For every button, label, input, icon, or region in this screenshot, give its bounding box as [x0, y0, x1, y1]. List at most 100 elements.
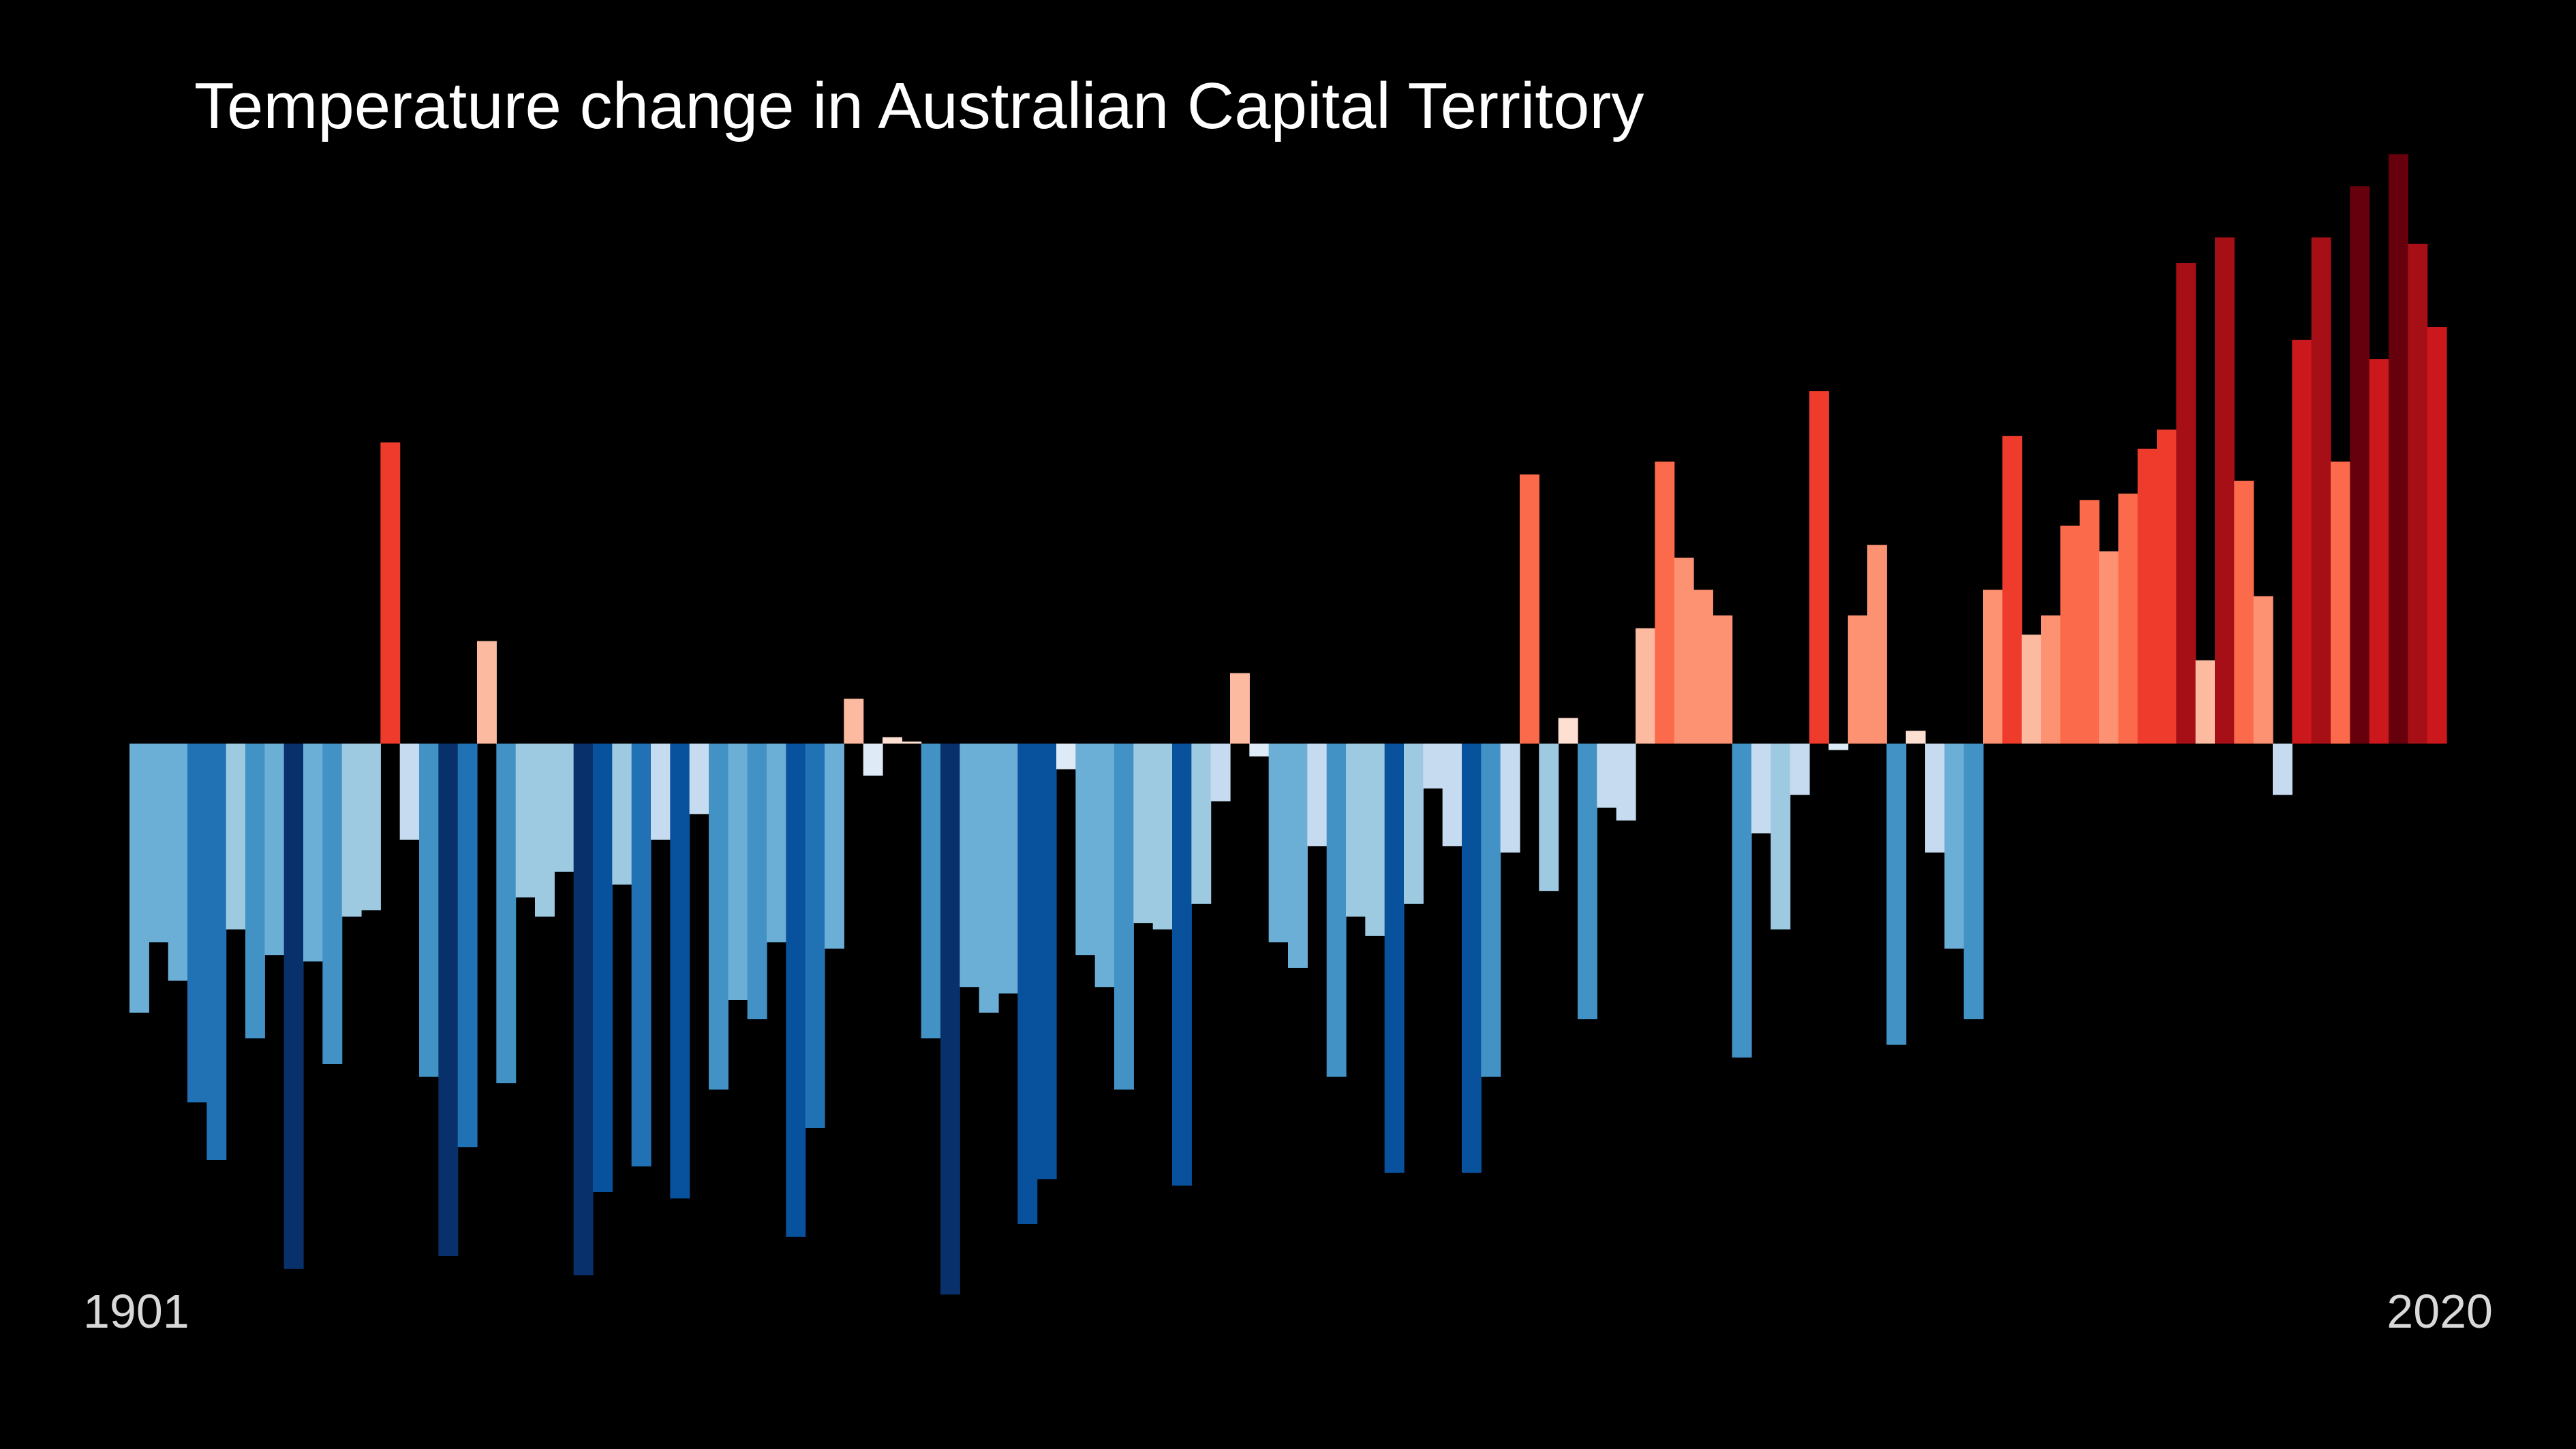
bar-1984 — [1732, 744, 1752, 1058]
bar-1934 — [767, 744, 786, 943]
bar-1989 — [1828, 744, 1849, 750]
bar-1971 — [1481, 744, 1501, 1077]
bar-2020 — [2427, 327, 2447, 744]
bar-2002 — [2079, 500, 2100, 744]
bar-1918 — [457, 744, 478, 1148]
bar-1987 — [1790, 744, 1810, 795]
bar-1972 — [1500, 744, 1520, 853]
x-start-label: 1901 — [83, 1285, 189, 1338]
bar-2006 — [2157, 429, 2177, 744]
bar-1907 — [245, 744, 265, 1039]
bar-1985 — [1751, 744, 1771, 834]
bar-1960 — [1268, 744, 1289, 943]
bar-1932 — [728, 744, 748, 1000]
bar-1926 — [612, 744, 632, 885]
bar-1940 — [883, 737, 902, 744]
bar-1968 — [1423, 744, 1443, 789]
bar-1953 — [1133, 744, 1154, 924]
bar-1982 — [1693, 590, 1713, 744]
bar-1979 — [1636, 628, 1655, 744]
bar-1933 — [747, 744, 767, 1020]
bar-1995 — [1944, 744, 1965, 949]
bar-1928 — [651, 744, 671, 840]
bar-1905 — [206, 744, 227, 1160]
bar-1993 — [1905, 731, 1926, 744]
bar-1936 — [805, 744, 825, 1128]
bar-2015 — [2331, 461, 2350, 744]
bar-1902 — [149, 744, 169, 943]
bar-1917 — [438, 744, 459, 1256]
bar-1958 — [1230, 673, 1250, 744]
bar-1999 — [2021, 635, 2042, 744]
x-end-label: 2020 — [2387, 1285, 2493, 1338]
bar-1910 — [303, 744, 323, 962]
bar-1992 — [1886, 744, 1907, 1045]
bar-2011 — [2253, 596, 2273, 744]
bar-1951 — [1094, 744, 1115, 988]
bar-1903 — [168, 744, 188, 981]
bar-1980 — [1655, 461, 1675, 744]
bar-1945 — [979, 744, 999, 1013]
bar-1935 — [786, 744, 806, 1237]
bar-1956 — [1191, 744, 1212, 904]
bar-2000 — [2041, 615, 2061, 744]
bar-1973 — [1520, 474, 1539, 744]
bar-1983 — [1713, 615, 1733, 744]
bar-1996 — [1963, 744, 1984, 1020]
bar-2001 — [2060, 525, 2081, 744]
bar-1916 — [419, 744, 439, 1077]
bar-1976 — [1578, 744, 1597, 1020]
bar-2010 — [2234, 481, 2254, 744]
bar-2019 — [2408, 243, 2428, 744]
bar-2005 — [2137, 448, 2158, 744]
bar-1908 — [264, 744, 285, 956]
bar-1988 — [1809, 391, 1829, 744]
bar-2003 — [2099, 551, 2119, 744]
bar-1941 — [902, 742, 922, 744]
bar-1906 — [226, 744, 246, 930]
bar-2007 — [2176, 263, 2196, 744]
bars-group — [129, 154, 2447, 1295]
bar-1942 — [921, 744, 941, 1039]
bar-1970 — [1462, 744, 1482, 1173]
bar-1952 — [1114, 744, 1134, 1090]
bar-2009 — [2215, 237, 2235, 744]
bar-1915 — [399, 744, 420, 840]
bar-1930 — [689, 744, 709, 814]
bar-1990 — [1847, 615, 1868, 744]
bar-1994 — [1925, 744, 1945, 853]
bar-1997 — [1983, 590, 2003, 744]
bar-1962 — [1307, 744, 1328, 846]
bar-1922 — [535, 744, 555, 917]
bar-1963 — [1326, 744, 1347, 1077]
bar-1974 — [1539, 744, 1559, 891]
bar-1925 — [593, 744, 613, 1192]
bar-1955 — [1172, 744, 1192, 1186]
bar-1939 — [863, 744, 883, 776]
bar-2018 — [2389, 154, 2408, 744]
bar-1957 — [1210, 744, 1231, 802]
bar-1911 — [322, 744, 343, 1064]
bar-1950 — [1075, 744, 1096, 956]
bar-1943 — [940, 744, 960, 1295]
bar-2017 — [2369, 359, 2389, 744]
bar-1964 — [1346, 744, 1366, 917]
bar-1959 — [1249, 744, 1270, 757]
bar-1923 — [554, 744, 574, 872]
bar-1927 — [631, 744, 651, 1167]
bar-1921 — [515, 744, 536, 898]
bar-1949 — [1056, 744, 1076, 769]
bar-1904 — [187, 744, 207, 1103]
bar-1991 — [1867, 545, 1887, 744]
bar-1954 — [1152, 744, 1173, 930]
bar-1967 — [1404, 744, 1424, 904]
bar-1946 — [998, 744, 1018, 994]
bar-1966 — [1384, 744, 1405, 1173]
bar-1938 — [844, 699, 864, 744]
bar-1937 — [825, 744, 844, 949]
bar-1948 — [1037, 744, 1057, 1180]
bar-1914 — [380, 442, 401, 744]
bar-1978 — [1616, 744, 1636, 821]
bar-1931 — [709, 744, 729, 1090]
